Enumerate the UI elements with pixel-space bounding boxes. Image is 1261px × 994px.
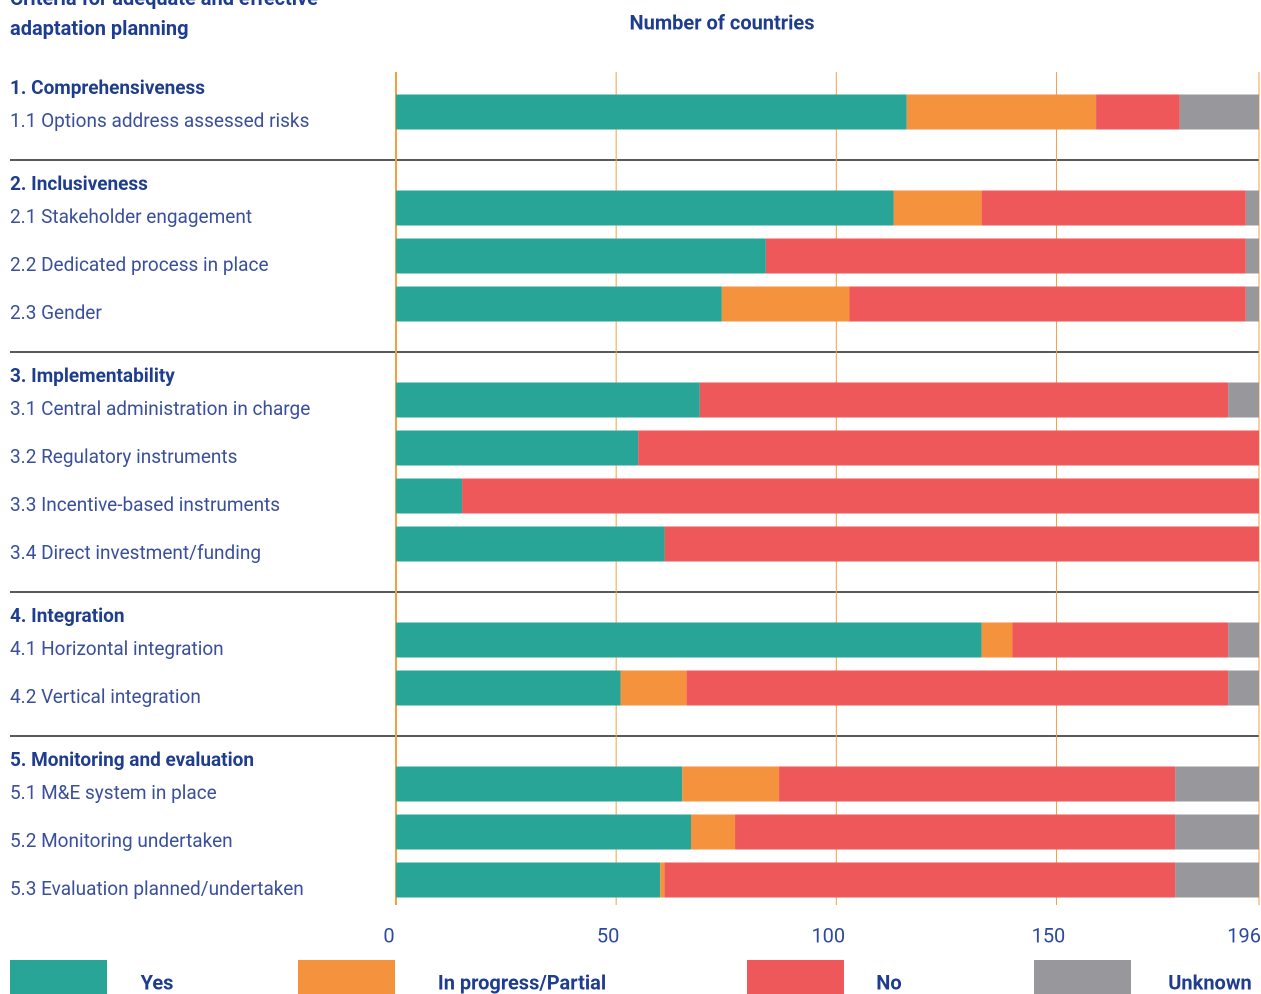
bar-segment bbox=[396, 478, 463, 514]
bar-segment bbox=[462, 478, 1260, 514]
category-label: 4.1 Horizontal integration bbox=[10, 637, 224, 660]
bar-segment bbox=[620, 670, 687, 706]
group-heading: 1. Comprehensiveness bbox=[10, 76, 205, 99]
y-axis-label: Criteria for adequate and effective adap… bbox=[10, 0, 318, 40]
category-label: 3.1 Central administration in charge bbox=[10, 397, 310, 420]
bar-segment bbox=[396, 862, 661, 898]
bar-segment bbox=[1012, 622, 1229, 658]
bar-segment bbox=[1179, 94, 1259, 130]
bar-segment bbox=[1175, 862, 1259, 898]
legend-swatch bbox=[298, 960, 395, 994]
bar-segment bbox=[396, 430, 639, 466]
bar-segment bbox=[699, 382, 1229, 418]
bar-segment bbox=[1245, 286, 1259, 322]
bar-segment bbox=[981, 190, 1246, 226]
legend-swatch bbox=[10, 960, 107, 994]
x-tick-label: 196 bbox=[1227, 923, 1261, 947]
category-label: 5.3 Evaluation planned/undertaken bbox=[10, 877, 304, 900]
bar-segment bbox=[396, 670, 621, 706]
bar-segment bbox=[906, 94, 1097, 130]
category-label: 1.1 Options address assessed risks bbox=[10, 109, 309, 132]
bar-segment bbox=[396, 622, 982, 658]
bar-segment bbox=[981, 622, 1013, 658]
bar-segment bbox=[765, 238, 1246, 274]
x-tick-label: 50 bbox=[597, 923, 619, 947]
bar-segment bbox=[396, 526, 665, 562]
bar-segment bbox=[1228, 382, 1259, 418]
category-label: 4.2 Vertical integration bbox=[10, 685, 201, 708]
x-tick-label: 100 bbox=[811, 923, 845, 947]
group-heading: 3. Implementability bbox=[10, 364, 175, 387]
category-label: 2.2 Dedicated process in place bbox=[10, 253, 269, 276]
bar-segment bbox=[686, 670, 1229, 706]
bar-segment bbox=[396, 382, 700, 418]
bar-segment bbox=[849, 286, 1246, 322]
bar-segment bbox=[638, 430, 1259, 466]
x-tick-label: 0 bbox=[383, 923, 394, 947]
bar-segment bbox=[396, 190, 894, 226]
legend-label: In progress/Partial bbox=[438, 970, 606, 994]
legend-label: Unknown bbox=[1168, 970, 1251, 994]
bar-segment bbox=[396, 286, 722, 322]
bar-segment bbox=[1245, 190, 1259, 226]
bar-segment bbox=[735, 814, 1176, 850]
bar-segment bbox=[682, 766, 780, 802]
bar-segment bbox=[1175, 766, 1259, 802]
bar-segment bbox=[779, 766, 1176, 802]
category-label: 2.3 Gender bbox=[10, 301, 102, 324]
legend-label: No bbox=[876, 970, 901, 994]
bar-segment bbox=[660, 862, 665, 898]
category-label: 3.3 Incentive-based instruments bbox=[10, 493, 280, 516]
bar-segment bbox=[664, 862, 1176, 898]
bar-segment bbox=[1245, 238, 1259, 274]
bar-segment bbox=[664, 526, 1259, 562]
bar-segment bbox=[396, 814, 692, 850]
bar-segment bbox=[893, 190, 982, 226]
bar-segment bbox=[1228, 622, 1259, 658]
bar-segment bbox=[721, 286, 850, 322]
bar-segment bbox=[1228, 670, 1259, 706]
category-label: 3.4 Direct investment/funding bbox=[10, 541, 261, 564]
bar-segment bbox=[396, 94, 907, 130]
category-label: 5.2 Monitoring undertaken bbox=[10, 829, 233, 852]
legend-swatch bbox=[1034, 960, 1131, 994]
x-axis-label: Number of countries bbox=[630, 10, 815, 34]
bar-segment bbox=[396, 238, 766, 274]
legend-swatch bbox=[747, 960, 844, 994]
category-label: 5.1 M&E system in place bbox=[10, 781, 217, 804]
category-label: 2.1 Stakeholder engagement bbox=[10, 205, 252, 228]
bar-segment bbox=[1175, 814, 1259, 850]
bar-segment bbox=[1096, 94, 1180, 130]
group-heading: 5. Monitoring and evaluation bbox=[10, 748, 254, 771]
legend-label: Yes bbox=[141, 970, 174, 994]
bar-segment bbox=[691, 814, 736, 850]
group-heading: 2. Inclusiveness bbox=[10, 172, 148, 195]
group-heading: 4. Integration bbox=[10, 604, 125, 627]
bar-segment bbox=[396, 766, 683, 802]
x-tick-label: 150 bbox=[1032, 923, 1066, 947]
category-label: 3.2 Regulatory instruments bbox=[10, 445, 237, 468]
